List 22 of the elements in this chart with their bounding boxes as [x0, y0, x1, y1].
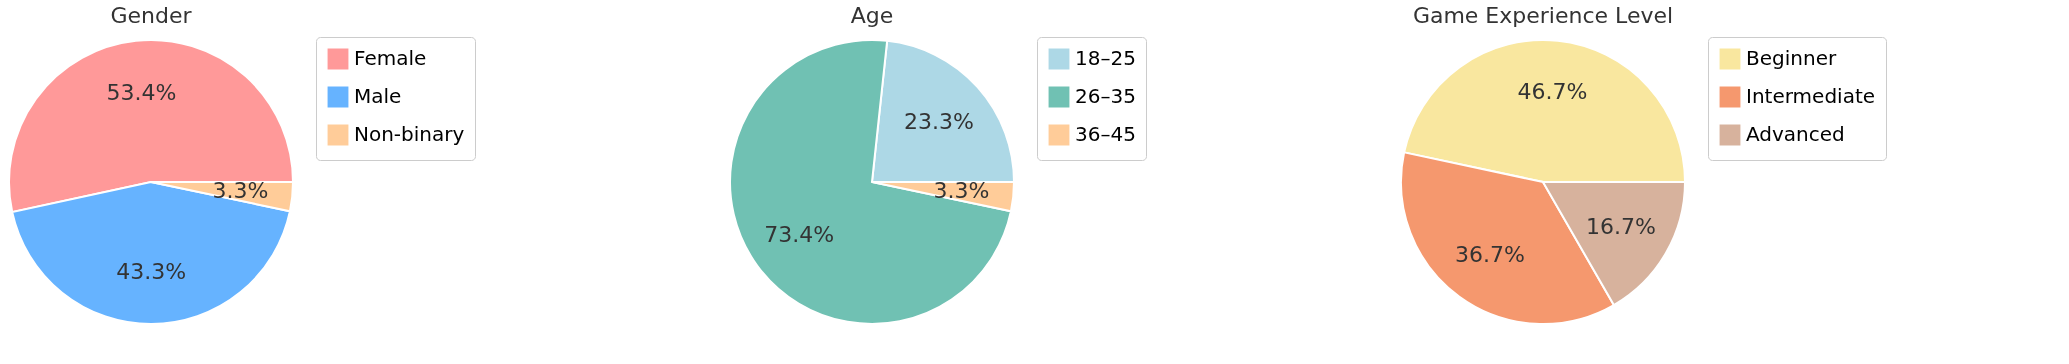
data-label: 23.3%: [904, 108, 974, 134]
data-label: 3.3%: [212, 178, 269, 204]
legend-label: Beginner: [1746, 46, 1837, 70]
legend-label: Female: [354, 46, 427, 70]
data-label: 46.7%: [1517, 79, 1588, 105]
chart-title: Game Experience Level: [1412, 3, 1674, 28]
data-label: 53.4%: [106, 79, 177, 105]
legend-label: Intermediate: [1746, 84, 1876, 108]
pie-slice: [729, 39, 1012, 325]
data-label: 3.3%: [933, 178, 990, 204]
legend-label: Male: [354, 84, 402, 108]
data-label: 73.4%: [764, 221, 835, 247]
chart-title: Age: [850, 3, 894, 28]
legend-label: Non-binary: [354, 122, 465, 146]
data-label: 43.3%: [116, 259, 187, 284]
legend-label: 36–45: [1075, 122, 1136, 146]
legend-label: Advanced: [1746, 122, 1845, 146]
chart-title: Gender: [110, 3, 193, 28]
data-label: 16.7%: [1585, 214, 1656, 240]
legend-label: 26–35: [1075, 84, 1136, 108]
legend-label: 18–25: [1075, 46, 1136, 70]
data-label: 36.7%: [1455, 241, 1525, 267]
